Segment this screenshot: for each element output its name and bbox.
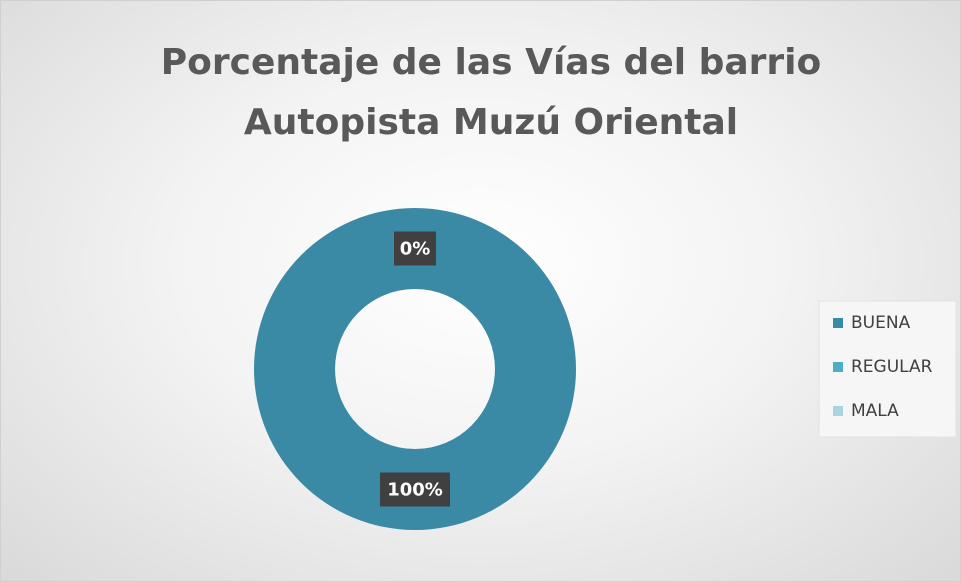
legend-label: BUENA <box>851 313 911 333</box>
data-label-box <box>380 472 450 507</box>
data-label-box <box>394 231 436 266</box>
legend-label: MALA <box>851 401 899 421</box>
legend-swatch <box>833 318 843 328</box>
legend-swatch <box>833 406 843 416</box>
donut-segment <box>254 208 576 530</box>
legend-label: REGULAR <box>851 357 933 377</box>
legend-swatch <box>833 362 843 372</box>
data-label: 0% <box>400 239 431 260</box>
chart-title: Porcentaje de las Vías del barrio Autopi… <box>160 42 822 143</box>
data-label: 100% <box>387 480 443 501</box>
